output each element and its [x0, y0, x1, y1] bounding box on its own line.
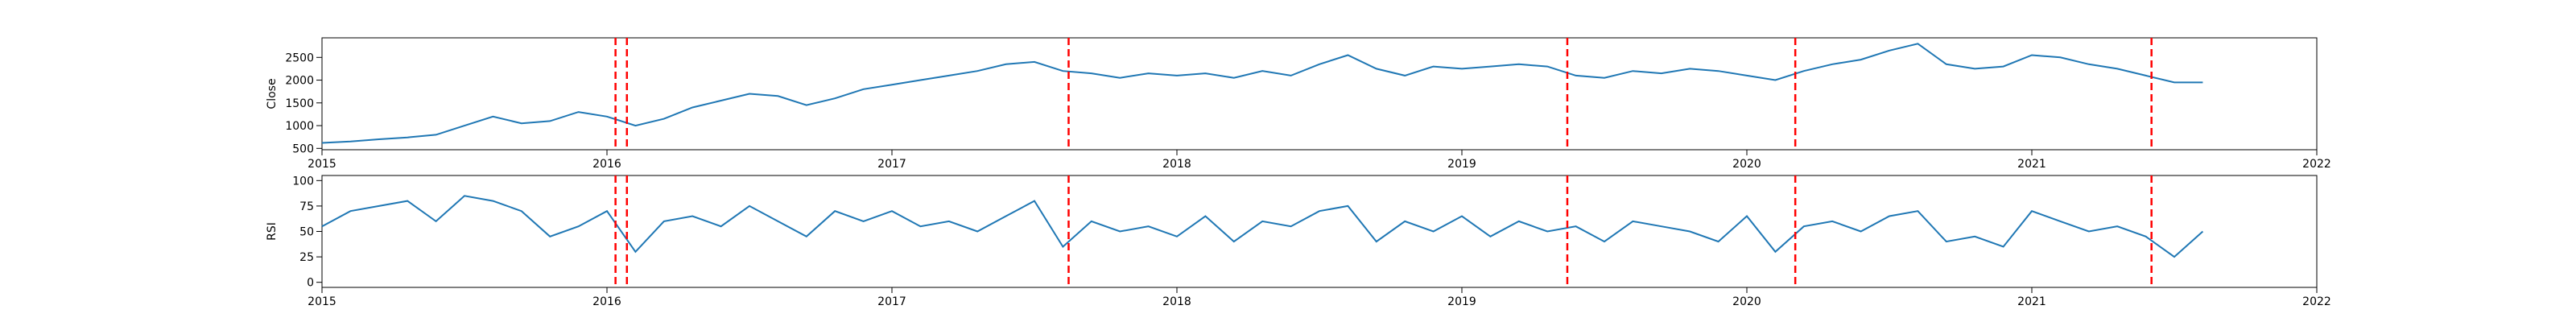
y-tick-label: 500: [292, 142, 314, 155]
x-tick-label: 2022: [2302, 295, 2331, 308]
axes-frame: [321, 37, 2318, 151]
x-tick-label: 2017: [877, 295, 906, 308]
y-tick-label: 0: [307, 277, 314, 290]
x-tick-label: 2016: [592, 295, 621, 308]
y-tick-label: 2000: [285, 75, 314, 88]
x-tick-label: 2018: [1162, 158, 1191, 171]
y-tick-label: 1500: [285, 97, 314, 110]
y-tick-label: 100: [292, 175, 314, 188]
y-axis-label: Close: [266, 78, 279, 109]
y-tick-label: 25: [299, 251, 314, 264]
y-axis-label: RSI: [266, 222, 279, 241]
x-tick-label: 2019: [1447, 158, 1476, 171]
x-tick-label: 2018: [1162, 295, 1191, 308]
x-tick-label: 2015: [308, 295, 336, 308]
y-tick-label: 2500: [285, 52, 314, 64]
x-tick-label: 2017: [877, 158, 906, 171]
y-tick-label: 75: [299, 200, 314, 213]
x-tick-label: 2020: [1732, 295, 1761, 308]
x-tick-label: 2022: [2302, 158, 2331, 171]
x-tick-label: 2015: [308, 158, 336, 171]
y-tick-label: 1000: [285, 120, 314, 133]
y-tick-label: 50: [299, 226, 314, 239]
x-tick-label: 2019: [1447, 295, 1476, 308]
x-tick-label: 2021: [2017, 295, 2046, 308]
x-tick-label: 2021: [2017, 158, 2046, 171]
data-line: [321, 43, 2203, 144]
x-tick-label: 2016: [592, 158, 621, 171]
data-line: [321, 195, 2204, 258]
x-tick-label: 2020: [1732, 158, 1761, 171]
